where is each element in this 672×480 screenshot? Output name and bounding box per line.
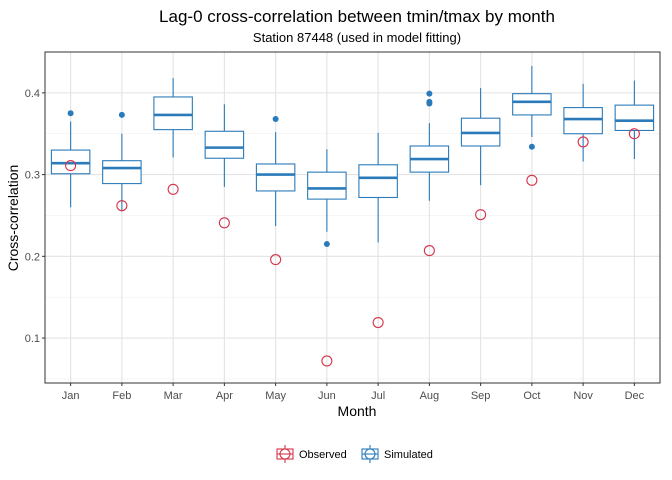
box-body bbox=[563, 107, 603, 135]
outlier-point bbox=[118, 111, 125, 118]
observed-point-sep bbox=[475, 209, 487, 221]
plot-panel-border bbox=[44, 51, 661, 384]
observed-point-aug bbox=[423, 245, 435, 257]
legend-item-observed: Observed bbox=[276, 445, 347, 463]
observed-point-apr bbox=[218, 217, 230, 229]
x-tick-label: Nov bbox=[573, 390, 593, 402]
observed-point-jun bbox=[321, 355, 333, 367]
y-axis: 0.1 0.2 0.3 0.4 bbox=[25, 88, 45, 345]
chart-title: Lag-0 cross-correlation between tmin/tma… bbox=[159, 7, 555, 26]
legend: Observed Simulated bbox=[276, 445, 433, 463]
legend-key-point bbox=[364, 448, 376, 460]
box-apr bbox=[204, 104, 245, 187]
legend-label: Simulated bbox=[384, 449, 433, 461]
observed-point-dec bbox=[628, 128, 640, 140]
box-mar bbox=[153, 78, 193, 158]
y-tick-label: 0.1 bbox=[25, 333, 40, 345]
x-tick-label: Feb bbox=[112, 390, 131, 402]
x-tick-label: May bbox=[265, 390, 286, 402]
box-body bbox=[255, 163, 296, 192]
box-body bbox=[204, 130, 245, 159]
observed-point-nov bbox=[577, 136, 589, 148]
x-tick-label: Apr bbox=[216, 390, 233, 402]
outlier-point bbox=[323, 241, 330, 248]
observed-point-oct bbox=[526, 174, 538, 186]
x-tick-label: Aug bbox=[420, 390, 440, 402]
outlier-point bbox=[426, 98, 433, 105]
plot-panel bbox=[45, 52, 660, 383]
y-tick-label: 0.3 bbox=[25, 170, 40, 182]
box-may bbox=[255, 116, 296, 227]
outlier-point bbox=[67, 110, 74, 117]
outlier-point bbox=[426, 90, 433, 97]
minor-gridlines bbox=[45, 133, 660, 380]
outlier-point bbox=[528, 143, 535, 150]
observed-point-may bbox=[270, 254, 282, 266]
box-jun bbox=[307, 149, 347, 248]
box-oct bbox=[512, 65, 552, 150]
observed-point-feb bbox=[116, 200, 128, 212]
y-tick-label: 0.2 bbox=[25, 251, 40, 263]
x-tick-label: Jul bbox=[371, 390, 385, 402]
observed-points bbox=[65, 128, 640, 367]
x-axis: Jan Feb Mar Apr May Jun Jul Aug Sep Oct Nov Dec bbox=[62, 383, 645, 402]
box-jul bbox=[358, 132, 398, 243]
x-axis-title: Month bbox=[338, 403, 377, 419]
box-nov bbox=[563, 83, 603, 162]
box-body bbox=[153, 96, 193, 131]
box-dec bbox=[614, 80, 655, 160]
box-sep bbox=[460, 87, 501, 186]
y-axis-title: Cross-correlation bbox=[5, 165, 21, 272]
chart-subtitle: Station 87448 (used in model fitting) bbox=[253, 30, 461, 45]
x-tick-label: Sep bbox=[471, 390, 491, 402]
box-body bbox=[614, 104, 655, 132]
box-body bbox=[307, 171, 347, 200]
box-jan bbox=[50, 110, 91, 208]
x-tick-label: Mar bbox=[164, 390, 183, 402]
observed-point-mar bbox=[167, 183, 179, 195]
y-tick-label: 0.4 bbox=[25, 88, 40, 100]
x-tick-label: Jun bbox=[318, 390, 336, 402]
x-tick-label: Dec bbox=[625, 390, 645, 402]
box-aug bbox=[409, 90, 450, 201]
observed-point-jan bbox=[65, 160, 77, 172]
box-body bbox=[358, 164, 398, 199]
legend-label: Observed bbox=[299, 449, 347, 461]
box-body bbox=[102, 160, 142, 185]
legend-item-simulated: Simulated bbox=[361, 445, 433, 463]
box-body bbox=[512, 93, 552, 116]
observed-point-jul bbox=[372, 316, 384, 329]
box-feb bbox=[102, 111, 142, 212]
simulated-boxes bbox=[50, 65, 655, 248]
x-tick-label: Oct bbox=[523, 390, 540, 402]
x-tick-label: Jan bbox=[62, 390, 80, 402]
legend-key-point bbox=[279, 448, 291, 460]
outlier-point bbox=[272, 116, 279, 123]
